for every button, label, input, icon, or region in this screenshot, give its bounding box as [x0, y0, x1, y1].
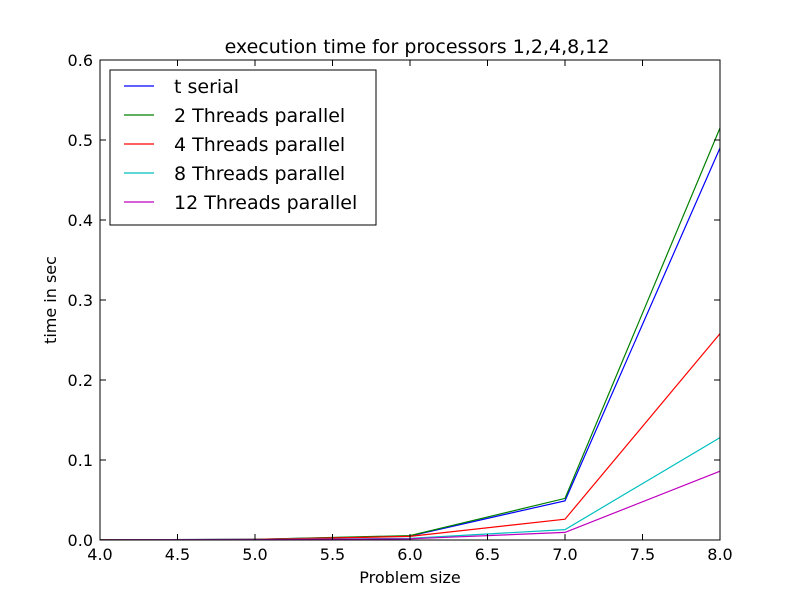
legend-label-1: t serial	[174, 76, 239, 98]
y-tick-label: 0.2	[68, 371, 93, 390]
x-tick-label: 6.5	[475, 545, 500, 564]
legend-label-5: 12 Threads parallel	[174, 192, 357, 214]
x-tick-label: 6.0	[397, 545, 422, 564]
series-line-5	[99, 470, 721, 541]
y-axis-label: time in sec	[41, 256, 60, 344]
x-axis-label: Problem size	[359, 568, 461, 587]
x-tick-label: 4.0	[87, 545, 112, 564]
legend-label-2: 2 Threads parallel	[174, 105, 345, 127]
chart-title: execution time for processors 1,2,4,8,12	[225, 36, 610, 58]
legend-label-3: 4 Threads parallel	[174, 134, 345, 156]
y-tick-label: 0.3	[68, 291, 93, 310]
x-tick-label: 4.5	[165, 545, 190, 564]
legend-label-4: 8 Threads parallel	[174, 163, 345, 185]
series-line-4	[99, 437, 721, 541]
y-tick-label: 0.4	[68, 211, 93, 230]
x-tick-label: 8.0	[707, 545, 732, 564]
y-tick-label: 0.6	[68, 51, 93, 70]
x-tick-label: 5.0	[242, 545, 267, 564]
y-tick-label: 0.1	[68, 451, 93, 470]
legend: t serial 2 Threads parallel 4 Threads para…	[109, 69, 377, 226]
x-tick-label: 5.5	[320, 545, 345, 564]
x-tick-label: 7.5	[630, 545, 655, 564]
x-tick-label: 7.0	[552, 545, 577, 564]
plot-area: 4.0 4.5 5.0 5.5 6.0 6.5 7.0 7.5 8.0 0.0 0.1 0.2 0.3 0…	[68, 51, 733, 564]
series-line-3	[99, 333, 721, 541]
y-tick-label: 0.5	[68, 131, 93, 150]
y-tick-label: 0.0	[68, 531, 93, 550]
legend-box	[109, 69, 377, 226]
